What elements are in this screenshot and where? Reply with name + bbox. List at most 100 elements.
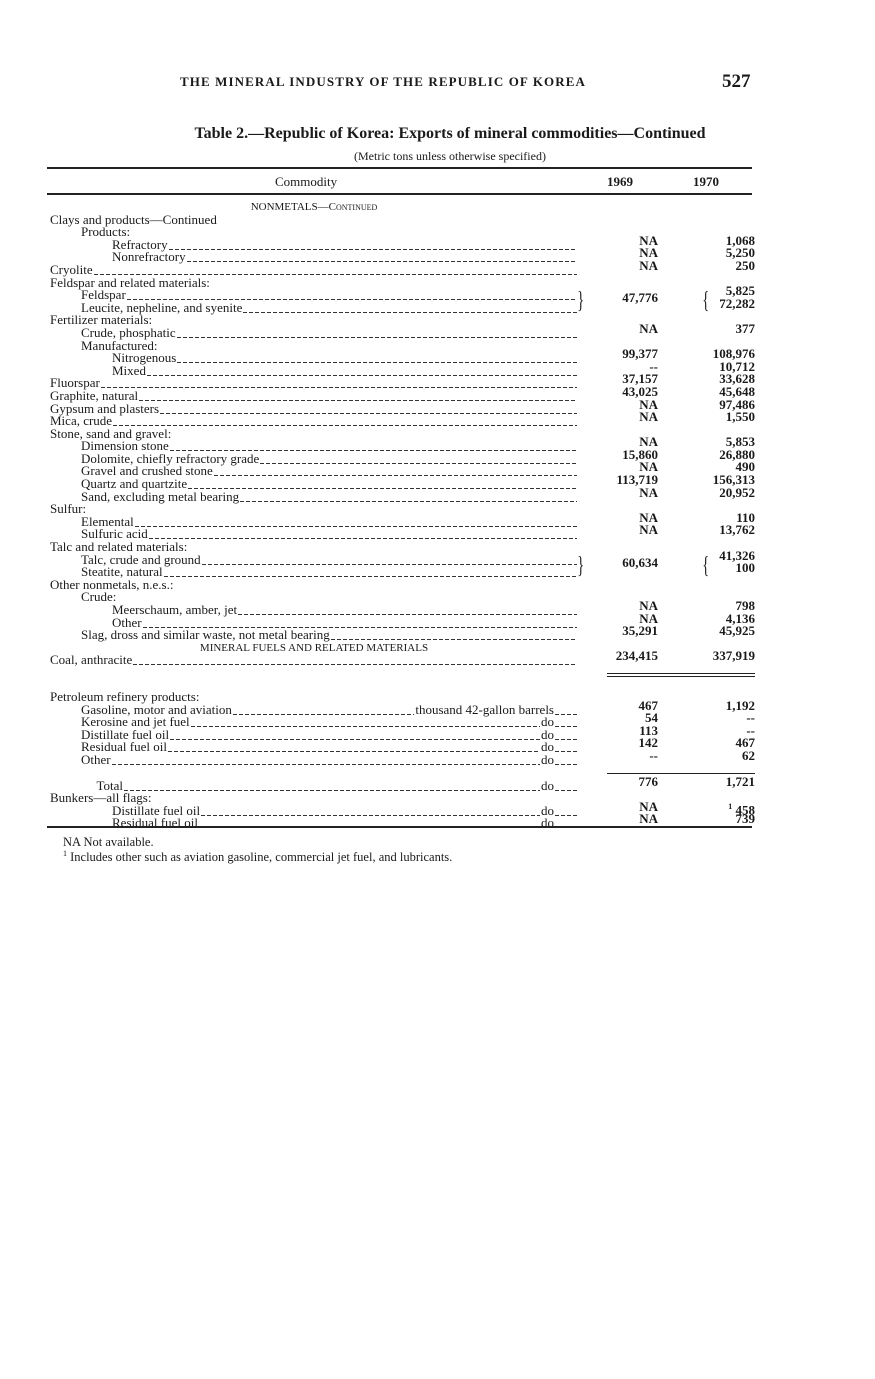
commodity-label: Crude: — [81, 589, 117, 605]
running-head: THE MINERAL INDUSTRY OF THE REPUBLIC OF … — [180, 74, 586, 89]
table-row: Manufactured: — [50, 337, 760, 353]
value-1970: 1,192 — [726, 699, 755, 713]
dot-leader — [240, 490, 577, 504]
value-text: 20,952 — [719, 484, 755, 500]
value-text: 45,925 — [719, 623, 755, 639]
table-notes: NA Not available. 1 Includes other such … — [63, 836, 453, 865]
dot-leader — [330, 629, 577, 642]
value-1969: NA — [639, 610, 658, 626]
dot-leader — [133, 654, 577, 667]
value-1970: 5,250 — [725, 245, 755, 261]
table-row: Gasoline, motor and aviation thousand 42-… — [50, 699, 760, 717]
table-row: Steatite, natural 100 — [50, 561, 760, 579]
dot-leader — [555, 741, 577, 754]
header-1970: 1970 — [693, 174, 719, 189]
dot-leader — [555, 817, 577, 830]
value-1970: 108,976 — [713, 347, 755, 361]
dot-leader — [93, 263, 577, 277]
dot-leader — [169, 440, 577, 453]
dot-leader — [198, 817, 540, 830]
value-1969: NA — [639, 396, 658, 412]
value-1970: 1,721 — [726, 775, 755, 789]
value-text: 100 — [735, 560, 756, 576]
dot-leader — [113, 415, 577, 428]
commodity-label: Gravel and crushed stone — [81, 463, 213, 479]
value-1969: 47,776 — [622, 290, 658, 306]
unit-label: do — [541, 751, 554, 767]
commodity-label: Elemental — [81, 513, 134, 529]
dot-leader — [201, 553, 577, 567]
dot-leader — [555, 728, 577, 742]
value-1969: NA — [639, 598, 658, 613]
value-text: 5,853 — [725, 434, 755, 450]
value-1970: 45,925 — [719, 623, 755, 639]
value-1969: 113,719 — [616, 472, 658, 488]
table-row: Other NA 4,136 — [50, 612, 760, 630]
value-1969: NA — [639, 484, 658, 500]
value-text: 13,762 — [719, 522, 755, 538]
value-1970: 97,486 — [719, 396, 755, 412]
value-text: 4,136 — [725, 610, 755, 626]
commodity-label: Residual fuel oil — [81, 739, 167, 755]
value-text: 5,250 — [725, 245, 755, 261]
value-1970: 5,825 — [725, 283, 755, 299]
value-1970: 377 — [736, 322, 756, 336]
commodity-label: Quartz and quartzite — [81, 476, 188, 492]
table-row: Gravel and crushed stone NA 490 — [50, 460, 760, 479]
dot-leader — [190, 716, 540, 729]
commodity-label: Nonrefractory — [112, 249, 186, 265]
value-1970: 467 — [735, 735, 756, 751]
dot-leader — [100, 377, 577, 390]
value-text: 97,486 — [719, 396, 755, 412]
dot-leader — [139, 389, 577, 403]
unit-label: do — [541, 802, 554, 818]
dot-leader — [160, 402, 577, 416]
value-1969: 776 — [638, 773, 659, 789]
table-row: Other do -- 62 — [50, 749, 760, 767]
dot-leader — [148, 528, 577, 542]
value-1969: NA — [639, 522, 658, 538]
commodity-label: Other nonmetals, n.e.s.: — [50, 576, 174, 592]
commodity-label: Sulfuric acid — [81, 526, 148, 542]
value-1969: NA — [639, 811, 658, 827]
section-heading: MINERAL FUELS AND RELATED MATERIALS — [50, 642, 760, 655]
table-row: Residual fuel oil do 142 467 — [50, 736, 760, 755]
commodity-label: Crude, phosphatic — [81, 324, 176, 340]
value-text: 467 — [735, 735, 756, 751]
value-1969: NA — [639, 798, 658, 814]
dot-leader — [555, 716, 577, 729]
commodity-label: Total — [96, 777, 124, 793]
value-1970: 110 — [736, 511, 755, 525]
commodity-label: Products: — [81, 224, 131, 240]
table-row: Sulfur: — [50, 502, 760, 516]
footnote-ref: 1 — [728, 801, 733, 811]
table-row: Meerschaum, amber, jet NA 798 — [50, 599, 760, 617]
value-text: 798 — [735, 598, 756, 613]
table-row: Feldspar 47,776 5,825} { — [50, 284, 760, 313]
unit-label: do — [541, 726, 554, 742]
value-1969: 467 — [638, 697, 659, 713]
table-row: Gypsum and plasters NA 97,486 — [50, 398, 760, 416]
section-heading: NONMETALS—Continued — [50, 201, 760, 214]
top-rule — [47, 167, 752, 169]
table-row: Dolomite, chiefly refractory grade 15,860… — [50, 448, 760, 466]
section-label: MINERAL FUELS AND RELATED MATERIALS — [199, 641, 429, 654]
left-brace: { — [702, 288, 710, 315]
value-1970: 1,068 — [726, 234, 755, 248]
value-text: -- — [746, 722, 755, 738]
dot-leader — [177, 352, 577, 365]
commodity-label: Gasoline, motor and aviation — [81, 701, 232, 717]
value-1970: 26,880 — [719, 448, 755, 462]
unit-label: do — [541, 815, 554, 831]
value-1970: 72,282 — [719, 297, 755, 311]
commodity-label: Mica, crude — [50, 413, 113, 429]
value-1969: 43,025 — [622, 383, 658, 399]
footnote-text: Includes other such as aviation gasoline… — [70, 850, 453, 865]
value-text: 5,825 — [725, 283, 755, 299]
table-row: Kerosine and jet fuel do 54 -- — [50, 711, 760, 729]
value-1969: 99,377 — [622, 346, 658, 362]
commodity-label: Manufactured: — [81, 337, 158, 353]
value-1969: NA — [639, 245, 658, 261]
value-1969: 142 — [638, 735, 659, 751]
value-1970: 798 — [735, 598, 756, 613]
